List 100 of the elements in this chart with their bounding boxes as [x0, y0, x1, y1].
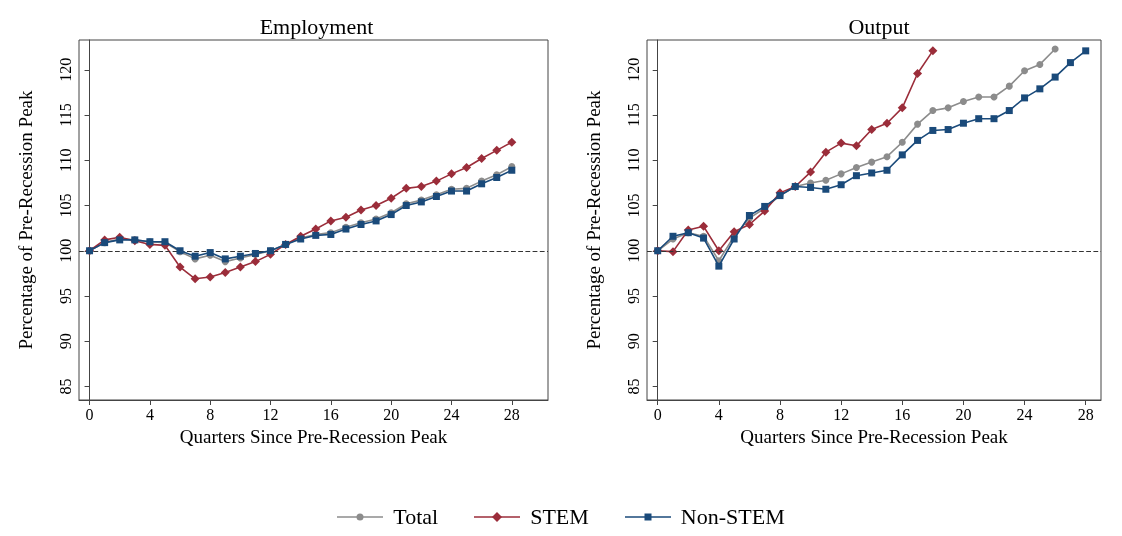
point [699, 221, 709, 231]
x-axis-title: Quarters Since Pre-Recession Peak [740, 425, 1009, 447]
y-tick-label: 100 [56, 238, 74, 263]
y-tick-label: 85 [624, 378, 642, 395]
point [175, 262, 185, 272]
point [975, 115, 983, 123]
point [883, 153, 891, 161]
point [235, 262, 245, 272]
point [1036, 85, 1044, 93]
point [250, 257, 260, 267]
point [807, 183, 815, 191]
point [205, 272, 215, 282]
point [1051, 73, 1059, 81]
point [715, 262, 723, 270]
point [928, 46, 938, 56]
x-tick-label: 16 [894, 405, 911, 423]
y-tick-label: 120 [624, 57, 642, 82]
x-tick-label: 24 [443, 405, 460, 423]
point [356, 205, 366, 215]
point [822, 176, 830, 184]
point [446, 169, 456, 179]
x-axis-title: Quarters Since Pre-Recession Peak [179, 425, 448, 447]
x-tick-label: 20 [955, 405, 972, 423]
point [341, 212, 351, 222]
x-tick-label: 4 [145, 405, 154, 423]
x-tick-label: 12 [262, 405, 279, 423]
point [852, 164, 860, 172]
point [1082, 47, 1090, 55]
point [416, 182, 426, 192]
point [1066, 59, 1074, 67]
point [914, 136, 922, 144]
point [431, 176, 441, 186]
point [975, 93, 983, 101]
point [326, 216, 336, 226]
point [477, 153, 487, 163]
y-tick-label: 85 [56, 378, 74, 395]
point [929, 107, 937, 115]
chart-title: Employment [259, 13, 374, 39]
point [1021, 67, 1029, 75]
point [944, 104, 952, 112]
point [462, 163, 472, 173]
x-tick-label: 4 [714, 405, 723, 423]
point [492, 145, 502, 155]
x-tick-label: 16 [322, 405, 339, 423]
y-tick-label: 90 [56, 333, 74, 350]
point [822, 185, 830, 193]
x-tick-label: 28 [503, 405, 520, 423]
y-tick-label: 100 [624, 238, 642, 263]
point [386, 193, 396, 203]
point [959, 98, 967, 106]
point [898, 151, 906, 159]
point [929, 126, 937, 134]
point [882, 118, 892, 128]
point [867, 125, 877, 135]
point [1005, 82, 1013, 90]
point [1005, 107, 1013, 115]
y-tick-label: 110 [56, 148, 74, 172]
x-tick-label: 28 [1077, 405, 1094, 423]
y-tick-label: 115 [624, 103, 642, 127]
point [913, 68, 923, 78]
y-tick-label: 115 [56, 103, 74, 127]
y-axis-title: Percentage of Pre-Recession Peak [583, 89, 604, 350]
legend-label: STEM [530, 504, 589, 530]
point [371, 201, 381, 211]
point [821, 147, 831, 157]
point [507, 137, 517, 147]
point [190, 274, 200, 284]
point [744, 220, 754, 230]
y-tick-label: 95 [624, 287, 642, 304]
point [1036, 60, 1044, 68]
point [898, 138, 906, 146]
point [401, 183, 411, 193]
chart-title: Output [848, 13, 910, 39]
y-axis-title: Percentage of Pre-Recession Peak [15, 89, 36, 350]
point [944, 126, 952, 134]
point [852, 172, 860, 180]
x-tick-label: 0 [85, 405, 94, 423]
point [220, 267, 230, 277]
y-tick-label: 105 [624, 193, 642, 218]
point [836, 138, 846, 148]
y-tick-label: 110 [624, 148, 642, 172]
point [837, 181, 845, 189]
x-tick-label: 20 [383, 405, 400, 423]
point [914, 120, 922, 128]
point [806, 167, 816, 177]
y-tick-label: 120 [56, 57, 74, 82]
point [959, 119, 967, 127]
x-tick-label: 8 [775, 405, 784, 423]
point [868, 158, 876, 166]
x-tick-label: 0 [653, 405, 662, 423]
point [883, 166, 891, 174]
y-tick-label: 95 [56, 287, 74, 304]
point [851, 141, 861, 151]
y-tick-label: 105 [56, 193, 74, 218]
x-tick-label: 24 [1016, 405, 1033, 423]
y-tick-label: 90 [624, 333, 642, 350]
point [990, 115, 998, 123]
point [868, 169, 876, 177]
legend-label: Non-STEM [680, 504, 785, 530]
x-tick-label: 12 [833, 405, 850, 423]
